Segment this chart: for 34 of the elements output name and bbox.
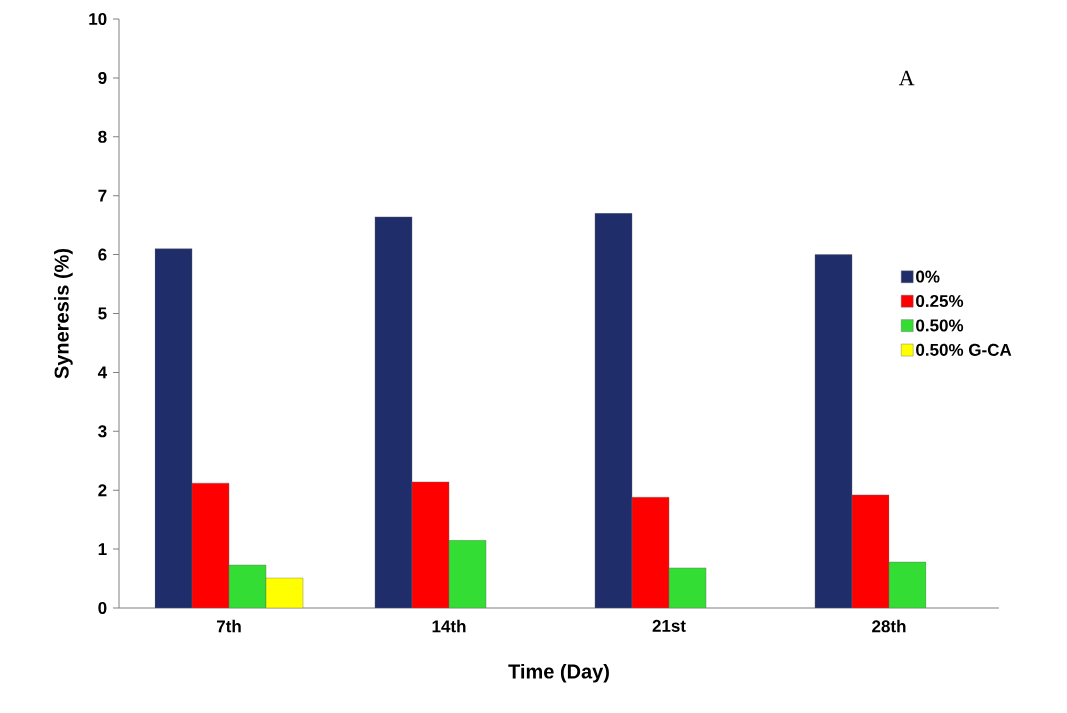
bar <box>154 248 193 608</box>
y-tick-label: 5 <box>98 307 107 320</box>
y-tick-label: 2 <box>98 484 107 497</box>
y-tick-label: 4 <box>97 366 108 379</box>
bar <box>448 540 487 608</box>
bar <box>888 561 927 608</box>
y-tick-label: 9 <box>98 71 107 84</box>
bar <box>374 216 413 608</box>
y-tick-label: 6 <box>98 248 107 261</box>
y-tick-label: 8 <box>98 130 107 143</box>
bar <box>851 494 890 608</box>
legend-label: 0.50% G-CA <box>916 343 1012 356</box>
bar <box>668 567 707 608</box>
x-tick-label: 21st <box>652 619 686 632</box>
y-axis-title: Syneresis (%) <box>54 248 73 379</box>
legend-label: 0% <box>916 270 940 283</box>
x-tick-label: 28th <box>872 619 906 633</box>
bar <box>814 254 853 608</box>
y-tick-label: 1 <box>98 543 107 555</box>
bar <box>228 564 267 608</box>
bar <box>411 481 450 608</box>
annotation: A <box>898 70 915 86</box>
y-tick-label: 10 <box>89 12 107 26</box>
y-tick-label: 0 <box>98 601 107 615</box>
x-axis-title: Time (Day) <box>508 663 609 683</box>
bar <box>594 213 633 608</box>
x-tick-label: 7th <box>216 619 241 633</box>
y-tick-label: 3 <box>98 425 107 438</box>
bar <box>191 482 230 608</box>
y-tick-label: 7 <box>98 189 107 202</box>
legend-label: 0.25% <box>916 295 964 308</box>
x-tick-label: 14th <box>432 619 466 633</box>
bar <box>631 497 670 608</box>
legend-label: 0.50% <box>916 319 964 332</box>
